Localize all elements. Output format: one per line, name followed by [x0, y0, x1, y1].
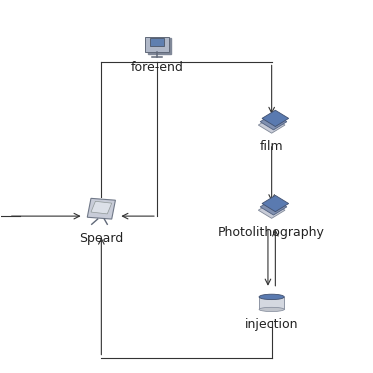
Polygon shape: [258, 202, 285, 218]
FancyBboxPatch shape: [150, 38, 164, 46]
FancyBboxPatch shape: [148, 38, 171, 54]
Text: fore-end: fore-end: [131, 62, 183, 74]
FancyBboxPatch shape: [259, 297, 284, 310]
FancyBboxPatch shape: [145, 37, 169, 52]
Text: injection: injection: [245, 317, 298, 330]
Polygon shape: [260, 199, 287, 215]
Text: Speard: Speard: [79, 232, 123, 245]
Text: film: film: [260, 140, 283, 153]
Ellipse shape: [259, 294, 284, 300]
Polygon shape: [91, 201, 112, 214]
Ellipse shape: [259, 307, 284, 311]
Text: Photolithography: Photolithography: [218, 226, 325, 239]
Polygon shape: [87, 198, 115, 219]
Polygon shape: [262, 110, 289, 126]
Polygon shape: [258, 117, 285, 133]
Polygon shape: [262, 195, 289, 211]
Polygon shape: [260, 113, 287, 130]
